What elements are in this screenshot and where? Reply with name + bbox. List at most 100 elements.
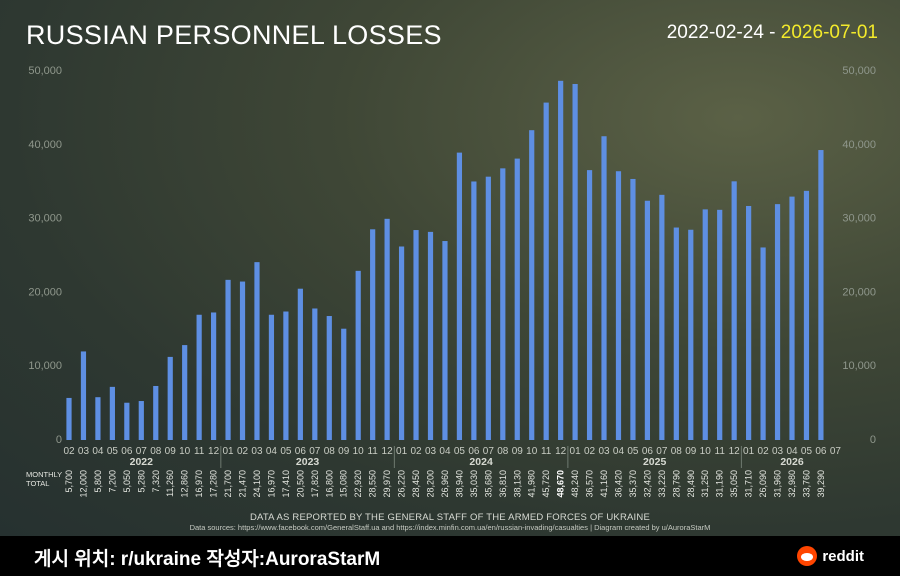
month-label: 07 [830,446,842,457]
bar-monthly-loss [615,171,622,440]
monthly-value-label: 31,710 [744,470,754,498]
bar-monthly-loss [384,218,390,440]
year-label: 2026 [780,456,804,468]
month-label: 04 [92,446,104,457]
month-label: 03 [772,446,784,457]
month-label: 11 [715,446,726,457]
reddit-wordmark: reddit [822,547,864,565]
bar-monthly-loss [760,247,766,440]
bar-monthly-loss [370,229,376,440]
month-label: 10 [526,446,538,457]
month-label: 07 [309,446,321,457]
reddit-brand[interactable]: reddit [797,546,864,566]
month-label: 05 [454,446,466,457]
date-end: 2026-07-01 [780,22,878,43]
bar-monthly-loss [427,231,434,440]
month-label: 11 [367,446,378,457]
month-label: 07 [656,446,668,457]
month-label: 12 [729,446,741,457]
monthly-value-label: 21,470 [238,470,248,498]
bar-monthly-loss [341,328,347,440]
bar-monthly-loss [529,130,535,440]
month-label: 01 [570,446,582,457]
bar-monthly-loss [297,288,303,440]
month-label: 10 [353,446,365,457]
bar-monthly-loss [630,178,636,440]
y-tick-label-left: 10,000 [28,360,62,372]
month-label: 03 [598,446,610,457]
bar-monthly-loss [471,181,477,440]
monthly-value-label: 5,700 [64,470,74,493]
monthly-value-label: 12,860 [180,470,190,498]
monthly-value-label: 16,970 [266,470,276,498]
bar-monthly-loss [543,102,549,441]
month-label: 02 [63,446,75,457]
y-tick-label-left: 40,000 [28,139,62,151]
y-tick-label-left: 50,000 [28,65,62,77]
month-label: 12 [208,446,220,457]
month-label: 05 [280,446,292,457]
reddit-logo-icon [797,546,818,566]
monthly-value-label: 48,240 [570,470,580,498]
chart-title: RUSSIAN PERSONNEL LOSSES [26,20,442,50]
month-label: 06 [642,446,654,457]
month-label: 06 [468,446,480,457]
bar-monthly-loss [138,401,144,440]
month-label: 06 [121,446,133,457]
month-label: 08 [324,446,336,457]
month-label: 05 [627,446,639,457]
bar-monthly-loss [514,158,520,441]
bar-monthly-loss [572,83,578,440]
y-tick-label-right: 0 [870,434,876,446]
bar-monthly-loss [485,176,491,441]
monthly-value-label: 17,820 [310,470,320,498]
bar-monthly-loss [167,356,173,440]
monthly-value-label: 12,000 [78,470,88,498]
month-label: 11 [194,446,205,457]
month-label: 04 [439,446,451,457]
monthly-value-label: 31,190 [715,470,725,498]
monthly-value-label: 26,090 [758,470,768,498]
monthly-value-label: 20,500 [295,470,305,498]
monthly-value-label: 17,410 [281,470,291,498]
y-tick-label-right: 30,000 [842,213,876,225]
monthly-value-label: 28,490 [686,470,696,498]
bar-monthly-loss [731,181,737,440]
month-label: 02 [410,446,422,457]
chart-panel: RUSSIAN PERSONNEL LOSSES 2022-02-24 - 20… [0,0,900,536]
bar-monthly-loss [268,314,275,440]
month-label: 03 [425,446,437,457]
monthly-value-label: 41,160 [599,470,609,498]
bar-monthly-loss [746,205,752,440]
monthly-value-label: 16,800 [324,470,334,498]
bar-monthly-loss [803,190,810,440]
monthly-value-label: 26,960 [440,470,450,498]
bar-monthly-loss [688,229,694,440]
monthly-value-label: 41,980 [527,470,537,498]
bar-monthly-loss [558,80,564,440]
bar-monthly-loss [312,308,318,440]
monthly-value-label: 11,260 [165,470,175,497]
month-label: 02 [584,446,596,457]
monthly-value-label: 31,960 [773,470,783,498]
bar-monthly-loss [398,246,405,440]
bar-monthly-loss [774,204,781,440]
month-label: 09 [685,446,697,457]
year-label: 2025 [643,456,667,468]
bar-monthly-loss [239,281,246,440]
bar-monthly-loss [254,262,260,440]
monthly-value-label: 26,220 [397,470,407,498]
monthly-value-label: 36,420 [613,470,623,498]
monthly-value-label: 28,550 [368,470,378,498]
bar-monthly-loss [456,152,463,440]
month-label: 05 [107,446,119,457]
bar-monthly-loss [413,230,419,440]
date-start: 2022-02-24 [666,22,764,43]
date-range: 2022-02-24 - 2026-07-01 [667,22,878,44]
y-tick-label-right: 20,000 [842,286,876,298]
month-label: 08 [497,446,509,457]
monthly-value-label: 5,800 [93,470,103,493]
month-label: 09 [165,446,177,457]
bar-monthly-loss [644,200,650,440]
month-label: 02 [758,446,770,457]
